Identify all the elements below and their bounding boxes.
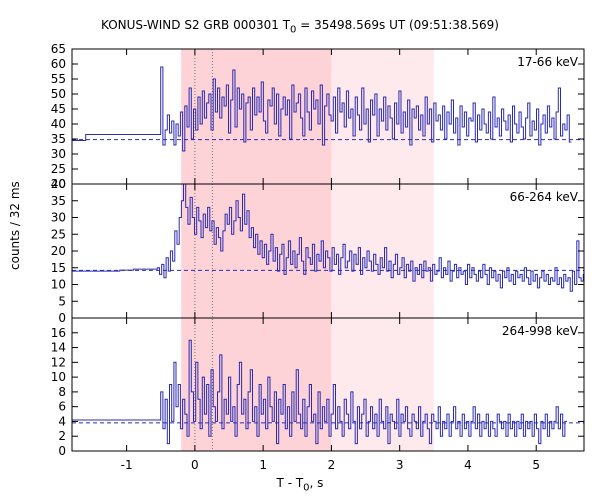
y-tick-label-0-45: 45	[51, 102, 66, 116]
panel-label-1: 66-264 keV	[510, 190, 579, 204]
x-tick-label-4: 4	[464, 458, 472, 472]
lightcurve-series-2	[72, 339, 568, 445]
x-tick-label-1: 1	[259, 458, 267, 472]
y-tick-label-0-25: 25	[51, 162, 66, 176]
x-tick-label-3: 3	[396, 458, 404, 472]
y-tick-label-2-12: 12	[51, 355, 66, 369]
y-tick-label-0-30: 30	[51, 147, 66, 161]
y-tick-label-1-30: 30	[51, 211, 66, 225]
y-tick-label-0-40: 40	[51, 117, 66, 131]
xlabel-subscript: 0	[303, 482, 310, 494]
x-axis-label: T - T0, s	[0, 476, 600, 493]
y-tick-label-1-20: 20	[51, 244, 66, 258]
panel-frame-2	[71, 317, 585, 452]
y-tick-label-2-14: 14	[51, 341, 66, 355]
x-tick-label--1: -1	[121, 458, 133, 472]
y-tick-label-2-10: 10	[51, 370, 66, 384]
y-tick-label-1-25: 25	[51, 227, 66, 241]
chart-title: KONUS-WIND S2 GRB 000301 T0 = 35498.569s…	[0, 18, 600, 35]
y-tick-label-2-0: 0	[58, 444, 66, 458]
x-tick-label-0: 0	[191, 458, 199, 472]
y-tick-label-1-0: 0	[58, 311, 66, 325]
y-tick-label-1-15: 15	[51, 261, 66, 275]
y-tick-label-0-65: 65	[51, 42, 66, 56]
panel-label-2: 264-998 keV	[502, 324, 579, 338]
x-tick-label-2: 2	[328, 458, 336, 472]
title-prefix: KONUS-WIND S2 GRB 000301 T	[101, 18, 291, 32]
xlabel-prefix: T - T	[276, 476, 304, 490]
lightcurve-series-1	[72, 183, 584, 292]
title-suffix: = 35498.569s UT (09:51:38.569)	[296, 18, 499, 32]
x-tick-label-5: 5	[532, 458, 540, 472]
lightcurve-series-0	[72, 66, 572, 152]
title-subscript: 0	[290, 24, 297, 36]
y-tick-label-2-16: 16	[51, 326, 66, 340]
panel-label-0: 17-66 keV	[517, 55, 579, 69]
y-tick-label-0-55: 55	[51, 72, 66, 86]
y-tick-label-1-40: 40	[51, 177, 66, 191]
y-tick-label-1-35: 35	[51, 194, 66, 208]
y-tick-label-0-50: 50	[51, 87, 66, 101]
y-tick-label-1-5: 5	[58, 294, 66, 308]
y-tick-label-0-60: 60	[51, 57, 66, 71]
y-tick-label-2-4: 4	[58, 414, 66, 428]
y-tick-label-2-6: 6	[58, 400, 66, 414]
xlabel-suffix: , s	[309, 476, 324, 490]
y-tick-label-2-2: 2	[58, 429, 66, 443]
y-tick-label-2-8: 8	[58, 385, 66, 399]
y-tick-label-0-35: 35	[51, 132, 66, 146]
y-tick-label-0-20: 20	[51, 177, 66, 191]
y-tick-label-1-10: 10	[51, 278, 66, 292]
